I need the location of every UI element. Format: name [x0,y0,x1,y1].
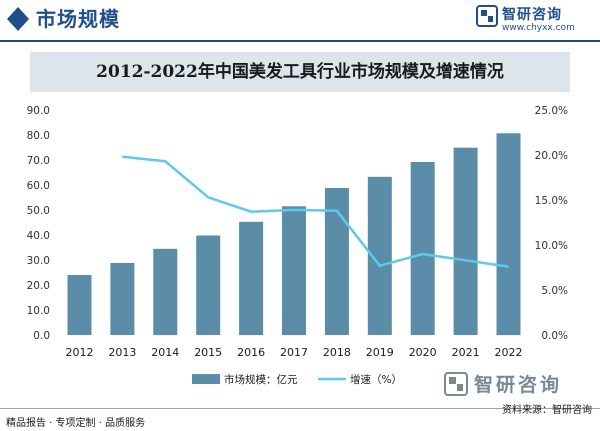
bar-2013 [110,263,135,335]
bar-2015 [196,235,221,335]
y-left-tick-label: 80.0 [27,130,50,142]
y-right-tick-label: 5.0% [541,285,568,297]
header-divider [0,40,600,42]
y-left-tick-label: 40.0 [27,230,50,242]
brand-watermark-icon [444,372,468,396]
y-left-tick-label: 90.0 [27,105,50,117]
growth-rate-line [122,155,509,268]
y-left-tick-label: 0.0 [33,330,50,342]
diamond-icon [7,7,29,31]
legend-label-growth: 增速（%） [350,373,402,386]
bar-2014 [153,248,178,336]
legend-label-market-size: 市场规模：亿元 [224,373,298,386]
y-left-tick-label: 30.0 [27,255,50,267]
y-right-tick-label: 15.0% [535,195,568,207]
y-right-tick-label: 10.0% [535,240,568,252]
x-tick-label: 2016 [237,346,265,359]
y-left-tick-label: 50.0 [27,205,50,217]
brand-url: www.chyxx.com [502,23,575,33]
y-left-tick-label: 10.0 [27,305,50,317]
header-title: 市场规模 [36,7,120,31]
chart-title: 2012-2022年中国美发工具行业市场规模及增速情况 [96,62,504,82]
watermark-brand-name: 智研咨询 [474,374,563,396]
bar-2020 [410,162,435,335]
watermark-brand: 智研咨询 [444,370,594,400]
y-right-tick-label: 20.0% [535,150,568,162]
bar-2016 [239,221,264,336]
y-left-tick-label: 70.0 [27,155,50,167]
bar-2021 [453,147,478,335]
chart-title-band: 2012-2022年中国美发工具行业市场规模及增速情况 [30,52,570,92]
footer-slogan: 精品报告 · 专项定制 · 品质服务 [6,418,146,429]
x-tick-label: 2021 [452,346,480,359]
brand: 智研咨询 www.chyxx.com [476,4,586,38]
y-left-tick-label: 60.0 [27,180,50,192]
x-tick-label: 2017 [280,346,308,359]
x-tick-label: 2022 [495,346,523,359]
x-tick-label: 2018 [323,346,351,359]
x-tick-label: 2020 [409,346,437,359]
x-tick-label: 2014 [151,346,179,359]
y-right-tick-label: 0.0% [541,330,568,342]
bar-2012 [67,275,92,335]
y-left-tick-label: 20.0 [27,280,50,292]
bar-2022 [496,133,521,336]
x-tick-label: 2013 [108,346,136,359]
x-tick-label: 2015 [194,346,222,359]
brand-name: 智研咨询 [502,7,562,23]
footer-divider [0,408,600,409]
legend-swatch-bar [192,374,220,384]
footer-source: 资料来源：智研咨询 [502,405,592,416]
x-tick-label: 2012 [66,346,94,359]
bar-2017 [282,206,306,336]
brand-logo-icon [476,5,498,27]
y-right-tick-label: 25.0% [535,105,568,117]
report-header: 市场规模 智研咨询 www.chyxx.com [0,0,600,42]
x-tick-label: 2019 [366,346,394,359]
